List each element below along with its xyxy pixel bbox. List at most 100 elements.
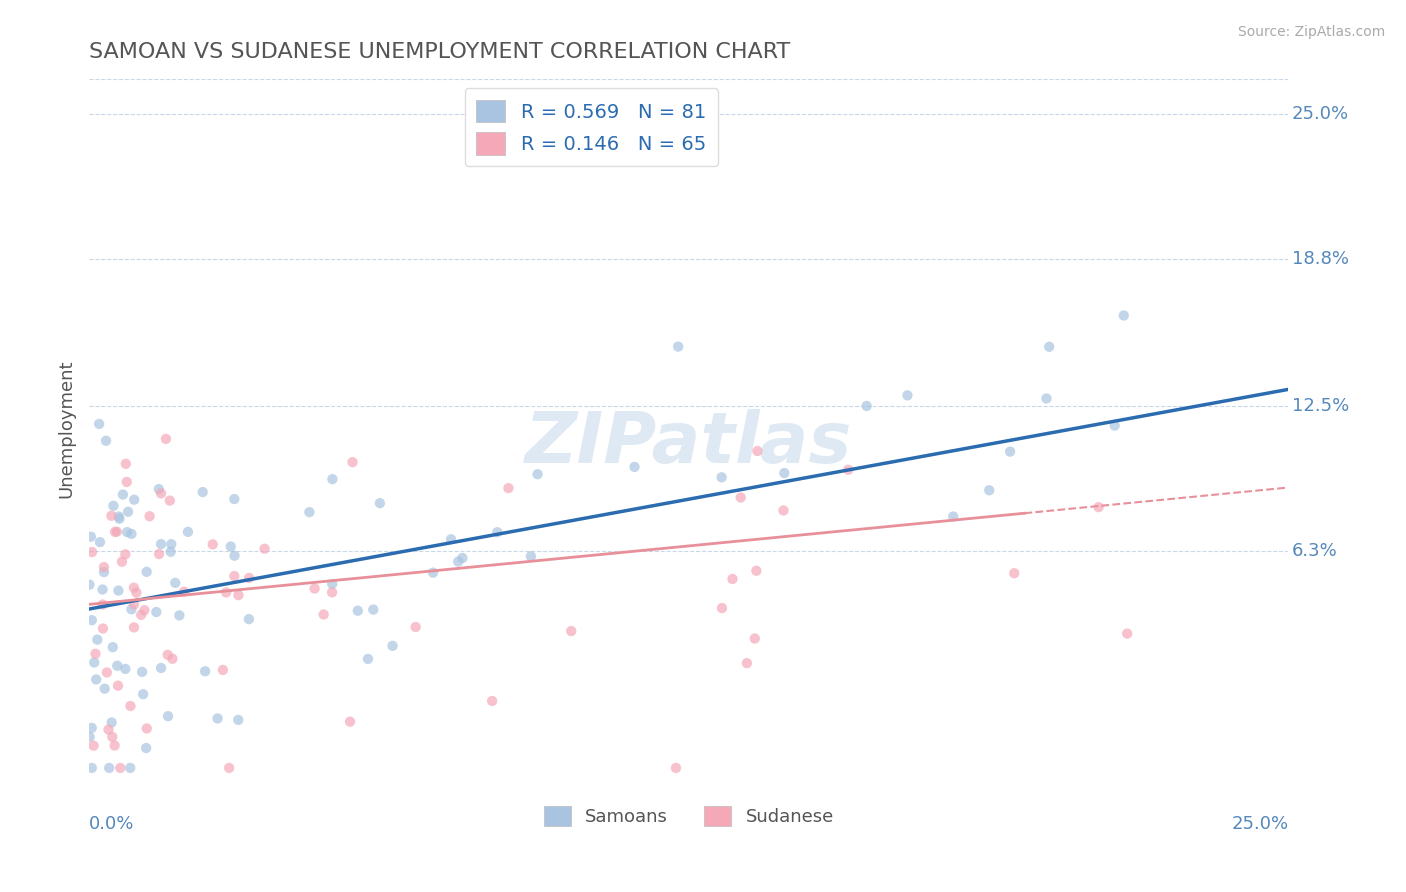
Point bbox=[111, 487, 134, 501]
Point bbox=[105, 524, 128, 539]
Point bbox=[896, 388, 918, 402]
Text: 18.8%: 18.8% bbox=[1292, 250, 1348, 268]
Point bbox=[157, 709, 180, 723]
Text: 6.3%: 6.3% bbox=[1292, 541, 1337, 559]
Point bbox=[101, 730, 124, 744]
Point bbox=[191, 485, 214, 500]
Point bbox=[107, 509, 129, 524]
Point bbox=[451, 551, 474, 566]
Point bbox=[155, 432, 177, 446]
Point bbox=[238, 571, 260, 585]
Point bbox=[1002, 566, 1025, 581]
Point bbox=[89, 417, 111, 431]
Point bbox=[100, 508, 122, 523]
Point bbox=[93, 565, 115, 579]
Point bbox=[150, 537, 173, 551]
Point bbox=[125, 585, 148, 599]
Point bbox=[91, 622, 114, 636]
Point bbox=[440, 533, 463, 547]
Point bbox=[135, 565, 157, 579]
Point bbox=[228, 588, 250, 602]
Point bbox=[148, 547, 170, 561]
Point bbox=[194, 665, 217, 679]
Point bbox=[110, 761, 132, 775]
Text: ZIPatlas: ZIPatlas bbox=[524, 409, 852, 477]
Point bbox=[115, 457, 138, 471]
Point bbox=[486, 525, 509, 540]
Point bbox=[89, 535, 111, 549]
Point bbox=[134, 603, 156, 617]
Point bbox=[97, 723, 120, 737]
Point bbox=[665, 761, 688, 775]
Point bbox=[998, 444, 1021, 458]
Point bbox=[201, 537, 224, 551]
Point bbox=[169, 608, 191, 623]
Point bbox=[91, 598, 114, 612]
Point bbox=[120, 602, 142, 616]
Point bbox=[105, 658, 128, 673]
Point bbox=[773, 466, 796, 480]
Point bbox=[979, 483, 1001, 498]
Point bbox=[156, 648, 179, 662]
Point bbox=[100, 715, 122, 730]
Point bbox=[120, 527, 142, 541]
Point bbox=[207, 711, 229, 725]
Point bbox=[115, 475, 138, 489]
Text: 25.0%: 25.0% bbox=[1292, 104, 1348, 122]
Point bbox=[84, 673, 107, 687]
Point bbox=[623, 459, 645, 474]
Point bbox=[108, 512, 131, 526]
Point bbox=[122, 581, 145, 595]
Point bbox=[321, 585, 343, 599]
Point bbox=[224, 549, 246, 563]
Point bbox=[346, 604, 368, 618]
Point bbox=[79, 730, 101, 744]
Point bbox=[91, 582, 114, 597]
Point bbox=[526, 467, 548, 482]
Point bbox=[1116, 626, 1139, 640]
Point bbox=[148, 482, 170, 496]
Point bbox=[114, 547, 136, 561]
Point bbox=[122, 597, 145, 611]
Point bbox=[730, 491, 752, 505]
Point bbox=[321, 472, 343, 486]
Point bbox=[173, 584, 195, 599]
Point bbox=[162, 652, 184, 666]
Point bbox=[735, 656, 758, 670]
Point bbox=[79, 577, 101, 591]
Point bbox=[129, 607, 152, 622]
Point bbox=[321, 577, 343, 591]
Point bbox=[135, 722, 157, 736]
Point bbox=[150, 486, 173, 500]
Point bbox=[120, 698, 142, 713]
Point bbox=[1112, 309, 1135, 323]
Point bbox=[721, 572, 744, 586]
Point bbox=[104, 739, 127, 753]
Point bbox=[520, 549, 543, 564]
Point bbox=[1038, 340, 1060, 354]
Point bbox=[145, 605, 167, 619]
Point bbox=[405, 620, 427, 634]
Point bbox=[115, 524, 138, 539]
Point bbox=[747, 444, 769, 458]
Point bbox=[80, 613, 103, 627]
Point bbox=[107, 583, 129, 598]
Point bbox=[342, 455, 364, 469]
Point bbox=[160, 537, 183, 551]
Point bbox=[98, 761, 121, 775]
Point bbox=[86, 632, 108, 647]
Point bbox=[117, 505, 139, 519]
Point bbox=[226, 713, 249, 727]
Point bbox=[165, 575, 187, 590]
Point bbox=[304, 582, 326, 596]
Point bbox=[238, 612, 260, 626]
Point bbox=[80, 761, 103, 775]
Point bbox=[83, 739, 105, 753]
Point bbox=[80, 530, 103, 544]
Point bbox=[711, 601, 734, 615]
Point bbox=[745, 564, 768, 578]
Point bbox=[253, 541, 276, 556]
Point bbox=[93, 560, 115, 574]
Point bbox=[855, 399, 877, 413]
Text: Source: ZipAtlas.com: Source: ZipAtlas.com bbox=[1237, 25, 1385, 39]
